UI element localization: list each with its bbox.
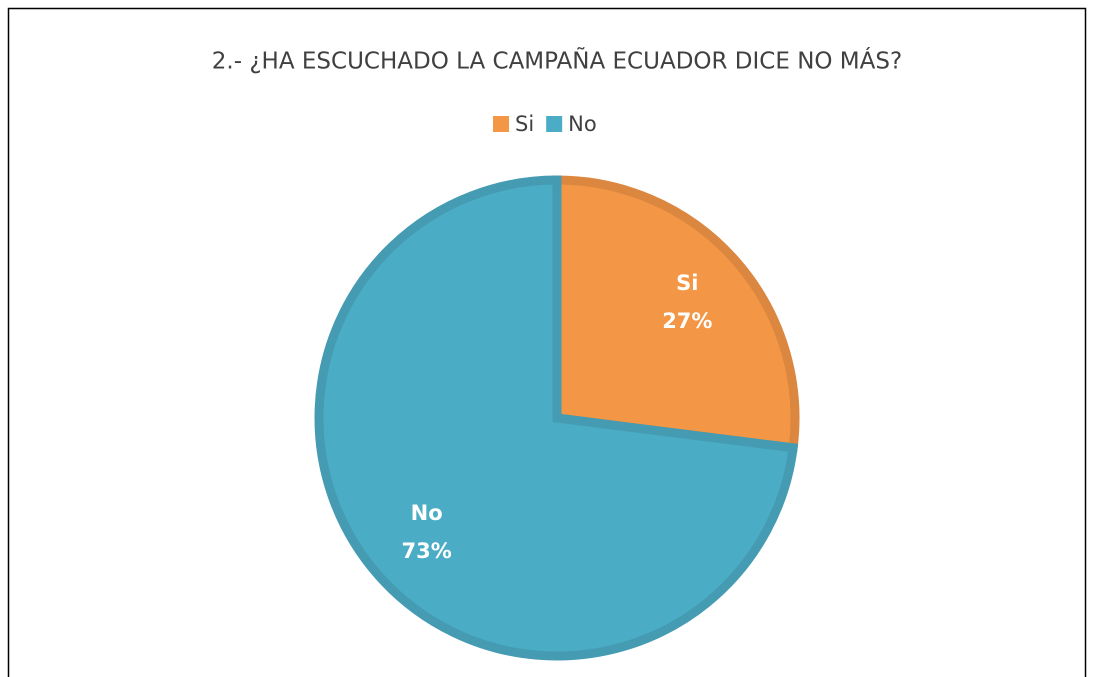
legend-label: Si [515, 112, 534, 136]
pie-slice [552, 175, 800, 453]
legend-label: No [568, 112, 597, 136]
legend-swatch [493, 116, 509, 132]
chart-title: 2.- ¿HA ESCUCHADO LA CAMPAÑA ECUADOR DIC… [212, 47, 902, 75]
legend-swatch [546, 116, 563, 132]
pie-slice [314, 175, 799, 661]
data-label-category: Si [676, 271, 698, 295]
data-label-value: 73% [402, 539, 452, 563]
data-label-value: 27% [662, 309, 712, 333]
data-label-category: No [411, 501, 443, 525]
